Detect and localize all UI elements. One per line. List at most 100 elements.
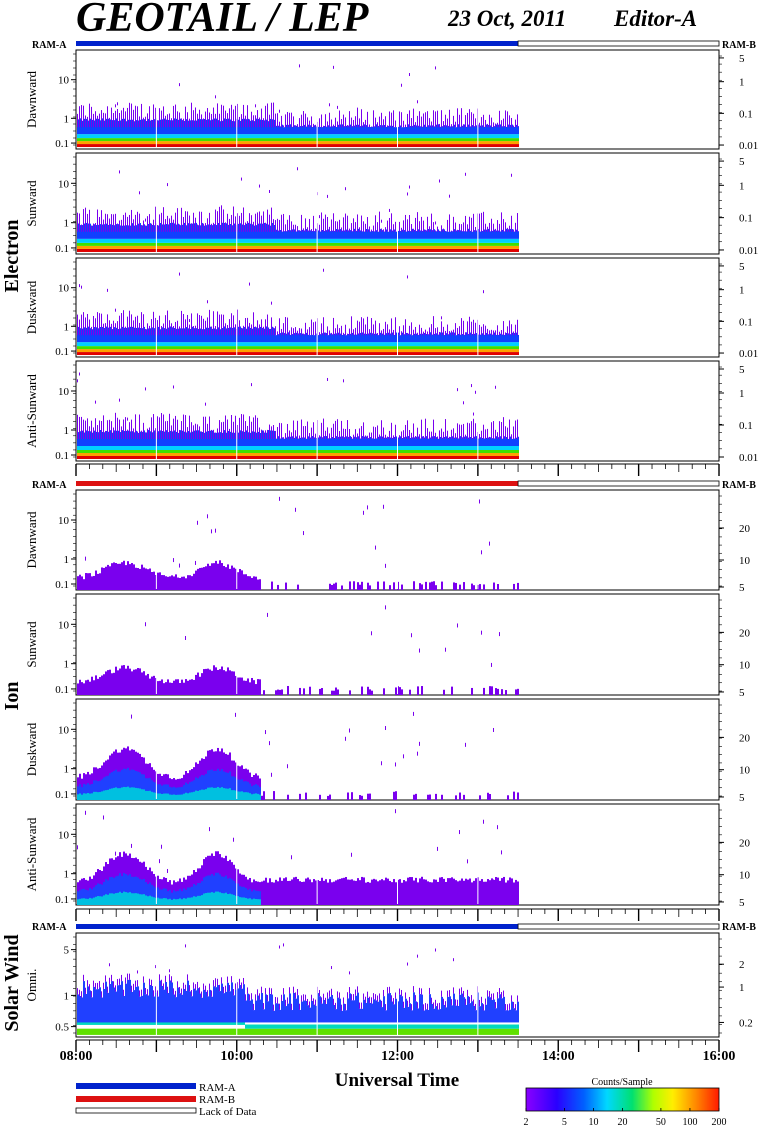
spectrogram-cell xyxy=(199,328,201,343)
spectrogram-cell xyxy=(391,213,392,232)
spectrogram-cell xyxy=(415,217,416,232)
spectrogram-cell xyxy=(121,141,123,145)
spectrogram-cell xyxy=(161,212,162,232)
spectrogram-cell xyxy=(159,144,161,148)
spectrogram-cell xyxy=(225,144,227,148)
spectrogram-cell xyxy=(293,437,295,446)
spectrogram-cell xyxy=(429,352,431,356)
spectrogram-cell xyxy=(113,113,114,128)
spectrogram-cell xyxy=(131,141,133,145)
spectrogram-cell xyxy=(215,432,217,446)
spectrogram-cell xyxy=(119,113,120,128)
spectrogram-cell xyxy=(77,446,79,450)
spectrogram-cell xyxy=(499,333,501,343)
spectrogram-cell xyxy=(297,230,299,239)
spectrogram-cell xyxy=(285,349,287,353)
spectrogram-cell xyxy=(263,118,264,128)
spectrogram-cell xyxy=(387,238,389,243)
spectrogram-cell xyxy=(123,245,125,249)
spectrogram-cell xyxy=(367,229,369,239)
spectrogram-cell xyxy=(501,238,503,243)
spectrogram-cell xyxy=(283,144,285,148)
spectrogram-cell xyxy=(85,115,86,128)
spectrogram-cell xyxy=(129,352,131,356)
spectrogram-cell xyxy=(235,248,237,252)
spectrogram-cell xyxy=(367,126,369,135)
spectrogram-cell xyxy=(151,352,153,356)
spectrogram-cell xyxy=(467,112,468,128)
spectrogram-cell xyxy=(95,453,97,456)
spectrogram-cell xyxy=(143,134,145,139)
spectrogram-cell xyxy=(181,118,182,128)
spectrogram-cell xyxy=(453,342,455,347)
spectrogram-cell xyxy=(99,120,101,135)
spectrogram-cell xyxy=(399,230,401,239)
spectrogram-cell xyxy=(221,422,222,439)
spectrogram-cell xyxy=(377,125,379,135)
spectrogram-cell xyxy=(93,352,95,356)
spectrogram-cell xyxy=(517,231,519,239)
left-tick-label: 10 xyxy=(58,75,70,87)
spectrogram-cell xyxy=(263,326,264,336)
spectrogram-cell xyxy=(87,248,89,252)
panel-spectrogram xyxy=(77,167,519,252)
spectrogram-cell xyxy=(171,141,173,145)
spectrogram-cell xyxy=(323,453,325,456)
spectrogram-cell xyxy=(427,334,429,343)
spectrogram-cell xyxy=(141,342,143,347)
spectrogram-cell xyxy=(513,141,515,145)
spectrogram-cell xyxy=(269,342,271,347)
spectrogram-cell xyxy=(449,242,451,246)
spectrogram-cell xyxy=(191,346,193,350)
spectrogram-cell xyxy=(505,126,507,135)
spectrogram-cell xyxy=(469,126,471,135)
spectrogram-cell xyxy=(301,352,303,356)
spectrogram-cell xyxy=(455,323,456,336)
spectrogram-cell xyxy=(237,349,239,353)
spectrogram-cell xyxy=(279,446,281,450)
spectrogram-cell xyxy=(167,420,168,439)
spectrogram-cell xyxy=(275,229,277,239)
spectrogram-cell xyxy=(289,346,291,350)
spectrogram-cell xyxy=(327,453,329,456)
spectrogram-cell xyxy=(443,138,445,142)
spectrogram-cell xyxy=(125,238,127,243)
spectrogram-cell xyxy=(313,437,315,446)
spectrogram-cell xyxy=(345,242,347,246)
spectrogram-cell xyxy=(231,342,233,347)
spectrogram-cell xyxy=(381,346,383,350)
spectrogram-cell xyxy=(117,321,118,336)
spectrogram-cell xyxy=(421,141,423,145)
spectrogram-cell xyxy=(237,138,239,142)
spectrogram-cell xyxy=(389,349,391,353)
spectrogram-cell xyxy=(221,352,223,356)
spectrogram-cell xyxy=(229,134,231,139)
spectrogram-cell xyxy=(327,456,329,459)
spectrogram-cell xyxy=(337,138,339,142)
spectrogram-cell xyxy=(321,138,323,142)
spectrogram-cell xyxy=(461,242,463,246)
spectrogram-cell xyxy=(307,346,309,350)
spectrogram-cell xyxy=(221,450,223,453)
spectrogram-cell xyxy=(423,238,425,243)
spectrogram-cell xyxy=(193,352,195,356)
spectrogram-cell xyxy=(225,446,227,450)
spectrogram-cell xyxy=(215,225,217,239)
spectrogram-cell xyxy=(303,346,305,350)
spectrogram-cell xyxy=(371,229,372,232)
spectrogram-cell xyxy=(383,229,384,232)
spectrogram-cell xyxy=(105,430,106,439)
spectrogram-cell xyxy=(149,325,150,336)
spectrogram-cell xyxy=(487,248,489,252)
spectrogram-cell xyxy=(353,349,355,353)
spectrogram-cell xyxy=(459,126,461,135)
spectrogram-cell xyxy=(275,326,276,336)
spectrogram-cell xyxy=(83,446,85,450)
spectrogram-cell xyxy=(483,138,485,142)
spectrogram-cell xyxy=(275,456,277,459)
spectrogram-cell xyxy=(171,450,173,453)
spectrogram-cell xyxy=(107,453,109,456)
spectrogram-cell xyxy=(439,242,441,246)
spectrogram-cell xyxy=(395,231,397,239)
spectrogram-cell xyxy=(277,352,279,356)
